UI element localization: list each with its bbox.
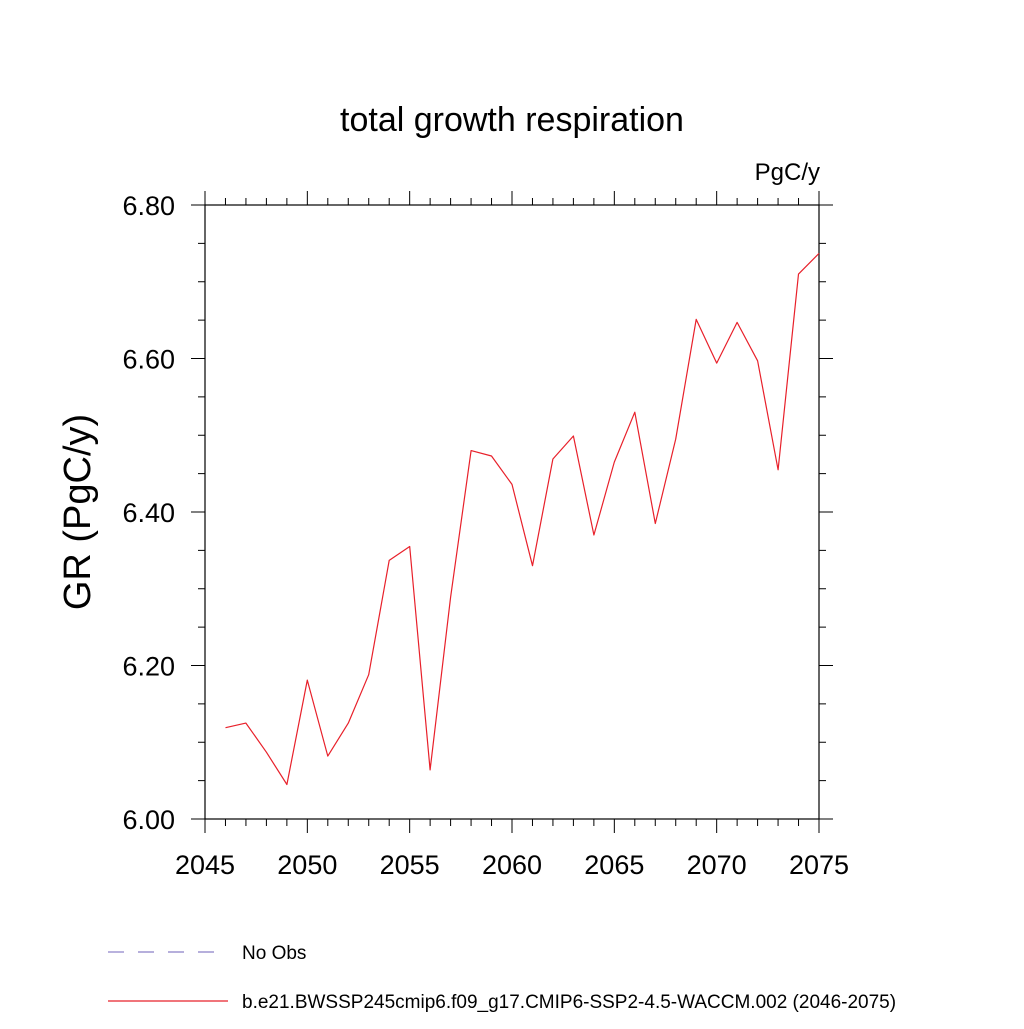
x-tick-label: 2045 bbox=[175, 850, 235, 880]
legend-label: No Obs bbox=[242, 943, 306, 964]
x-tick-label: 2050 bbox=[277, 850, 337, 880]
y-tick-label: 6.80 bbox=[122, 191, 175, 221]
plot-frame bbox=[204, 204, 820, 820]
x-tick-label: 2070 bbox=[687, 850, 747, 880]
series-line bbox=[225, 252, 820, 786]
chart-title: total growth respiration bbox=[340, 101, 684, 139]
y-tick-label: 6.40 bbox=[122, 498, 175, 528]
units-label: PgC/y bbox=[755, 159, 820, 186]
y-tick-label: 6.00 bbox=[122, 805, 175, 835]
y-tick-label: 6.20 bbox=[122, 652, 175, 682]
x-tick-label: 2060 bbox=[482, 850, 542, 880]
x-tick-label: 2055 bbox=[380, 850, 440, 880]
plot-series bbox=[225, 252, 820, 786]
legend: No Obs b.e21.BWSSP245cmip6.f09_g17.CMIP6-… bbox=[108, 943, 896, 1013]
y-axis-title: GR (PgC/y) bbox=[57, 414, 99, 610]
x-tick-label: 2075 bbox=[789, 850, 849, 880]
legend-label: b.e21.BWSSP245cmip6.f09_g17.CMIP6-SSP2-4… bbox=[242, 992, 896, 1013]
x-tick-label: 2065 bbox=[584, 850, 644, 880]
y-tick-label: 6.60 bbox=[122, 345, 175, 375]
axes: 2045 2050 2055 2060 2065 2070 2075 6.00 6.20 6.40… bbox=[122, 191, 849, 880]
